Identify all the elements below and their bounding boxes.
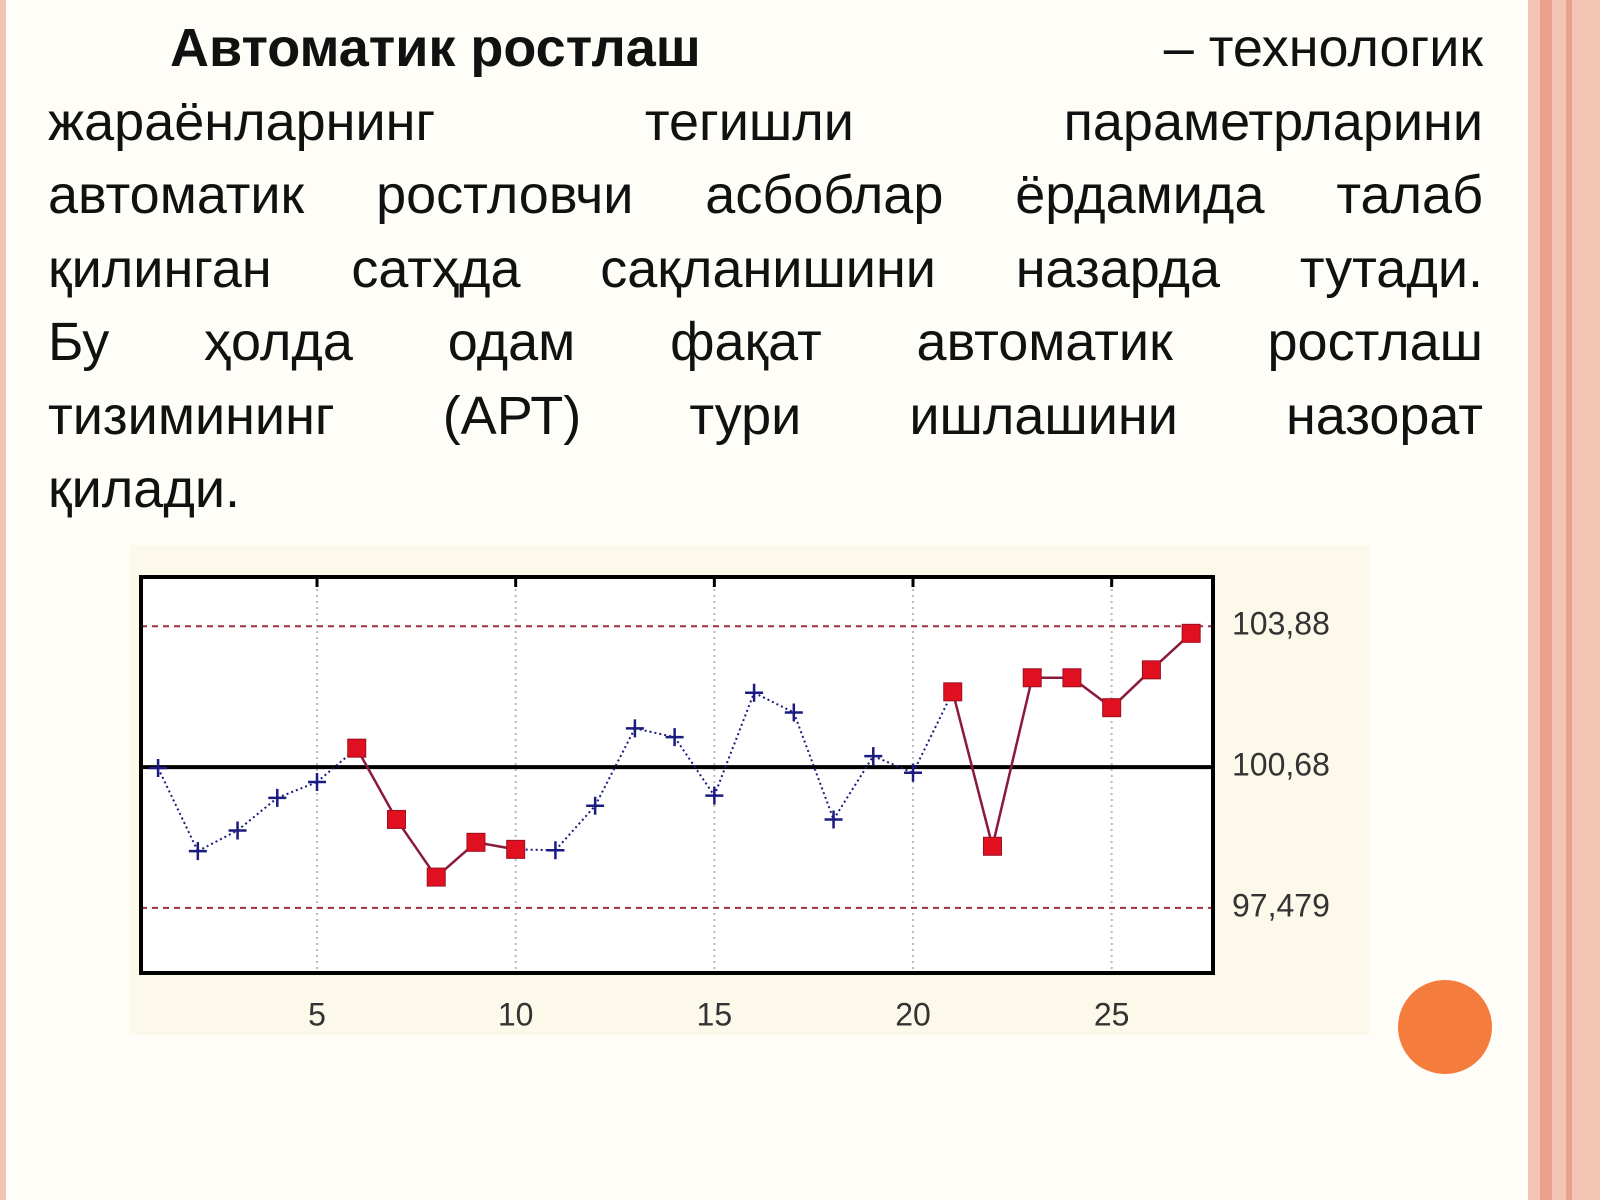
series-segment — [912, 691, 954, 774]
point-marker — [1022, 668, 1042, 688]
point-marker — [308, 773, 327, 792]
point-marker — [625, 719, 644, 738]
point-marker — [268, 788, 287, 807]
point-marker — [904, 763, 923, 782]
x-tick-label: 20 — [895, 996, 931, 1032]
point-marker — [546, 841, 565, 860]
point-marker — [188, 842, 207, 861]
point-marker — [506, 839, 526, 859]
point-marker — [1181, 623, 1201, 643]
point-marker — [864, 747, 883, 766]
x-tick-label: 10 — [498, 996, 534, 1032]
point-marker — [228, 821, 247, 840]
decor-circle — [1398, 980, 1492, 1074]
x-tick-label: 5 — [308, 996, 326, 1032]
text-line: жараёнларнинг тегишли параметрларини — [48, 91, 1483, 152]
series-segment — [395, 818, 438, 878]
plot-area — [141, 577, 1213, 973]
point-marker — [705, 786, 724, 805]
y-tick-label: 103,88 — [1232, 606, 1330, 642]
point-marker — [665, 728, 684, 747]
point-marker — [426, 867, 446, 887]
series-segment — [673, 736, 716, 797]
side-stripe — [1540, 0, 1552, 1200]
paragraph: Автоматик ростлаш – технологик жараёнларни… — [48, 12, 1483, 527]
point-marker — [982, 836, 1002, 856]
series-segment — [634, 727, 675, 739]
point-marker — [824, 810, 843, 829]
text-line: автоматик ростловчи асбоблар ёрдамида та… — [48, 165, 1483, 225]
text-line: Автоматик ростлаш – технологик — [48, 12, 1483, 86]
side-stripe — [1528, 0, 1600, 1200]
series-segment — [951, 691, 994, 847]
series-segment — [316, 747, 358, 783]
x-tick-label: 15 — [697, 996, 733, 1032]
point-marker — [784, 703, 803, 722]
point-marker — [1062, 668, 1082, 688]
series-segment — [991, 677, 1034, 847]
point-marker — [943, 682, 963, 702]
point-marker — [347, 738, 367, 758]
point-marker — [1141, 660, 1161, 680]
series-segment — [276, 781, 318, 799]
side-stripe — [0, 0, 6, 1200]
y-tick-label: 100,68 — [1232, 747, 1330, 783]
lead-term: Автоматик ростлаш — [170, 18, 701, 78]
point-marker — [149, 758, 168, 777]
series-segment — [713, 692, 756, 797]
point-marker — [386, 809, 406, 829]
point-marker — [745, 683, 764, 702]
point-marker — [466, 832, 486, 852]
text-line: қилади. — [48, 459, 241, 519]
text-line: тизимининг (АРТ) тури ишлашини назорат — [48, 385, 1483, 446]
series-segment — [236, 797, 278, 832]
text-line: қилинган сатҳда сақланишини назарда тута… — [48, 238, 1483, 299]
series-segment — [355, 747, 398, 821]
series-segment — [872, 755, 914, 774]
x-tick-label: 25 — [1094, 996, 1130, 1032]
series-segment — [753, 691, 795, 714]
text-line: Бу ҳолда одам фақат автоматик ростлаш — [48, 312, 1483, 372]
point-marker — [1102, 698, 1122, 718]
text-fragment: – технологик — [1163, 18, 1483, 78]
side-stripe — [1566, 0, 1572, 1200]
series-segment — [157, 767, 199, 852]
plot-frame — [139, 575, 1215, 975]
y-tick-label: 97,479 — [1232, 887, 1330, 923]
point-marker — [586, 796, 605, 815]
series-segment — [792, 712, 835, 820]
